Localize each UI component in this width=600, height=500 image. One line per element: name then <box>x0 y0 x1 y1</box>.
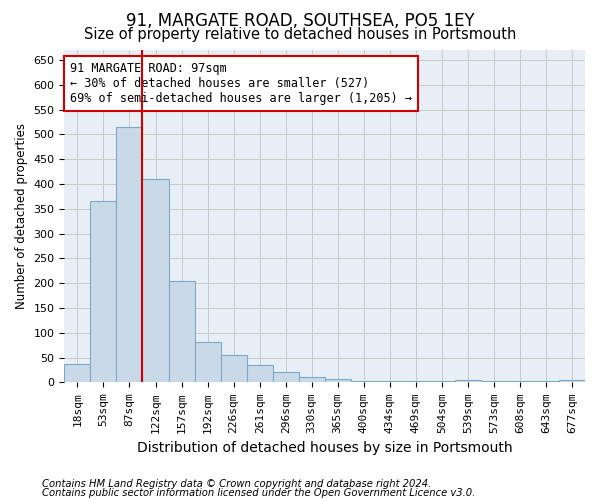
Bar <box>142 179 169 382</box>
Text: Contains HM Land Registry data © Crown copyright and database right 2024.: Contains HM Land Registry data © Crown c… <box>42 479 431 489</box>
Bar <box>91 202 116 382</box>
Bar <box>116 127 142 382</box>
Bar <box>272 372 299 382</box>
Bar <box>325 379 351 382</box>
Bar <box>559 380 585 382</box>
Bar <box>194 342 221 382</box>
Text: Size of property relative to detached houses in Portsmouth: Size of property relative to detached ho… <box>84 28 516 42</box>
X-axis label: Distribution of detached houses by size in Portsmouth: Distribution of detached houses by size … <box>137 441 512 455</box>
Bar <box>221 355 247 382</box>
Bar <box>64 364 91 382</box>
Bar <box>247 365 272 382</box>
Y-axis label: Number of detached properties: Number of detached properties <box>15 123 28 309</box>
Text: Contains public sector information licensed under the Open Government Licence v3: Contains public sector information licen… <box>42 488 475 498</box>
Text: 91 MARGATE ROAD: 97sqm
← 30% of detached houses are smaller (527)
69% of semi-de: 91 MARGATE ROAD: 97sqm ← 30% of detached… <box>70 62 412 104</box>
Bar <box>169 280 194 382</box>
Bar <box>455 380 481 382</box>
Text: 91, MARGATE ROAD, SOUTHSEA, PO5 1EY: 91, MARGATE ROAD, SOUTHSEA, PO5 1EY <box>125 12 475 30</box>
Bar <box>299 377 325 382</box>
